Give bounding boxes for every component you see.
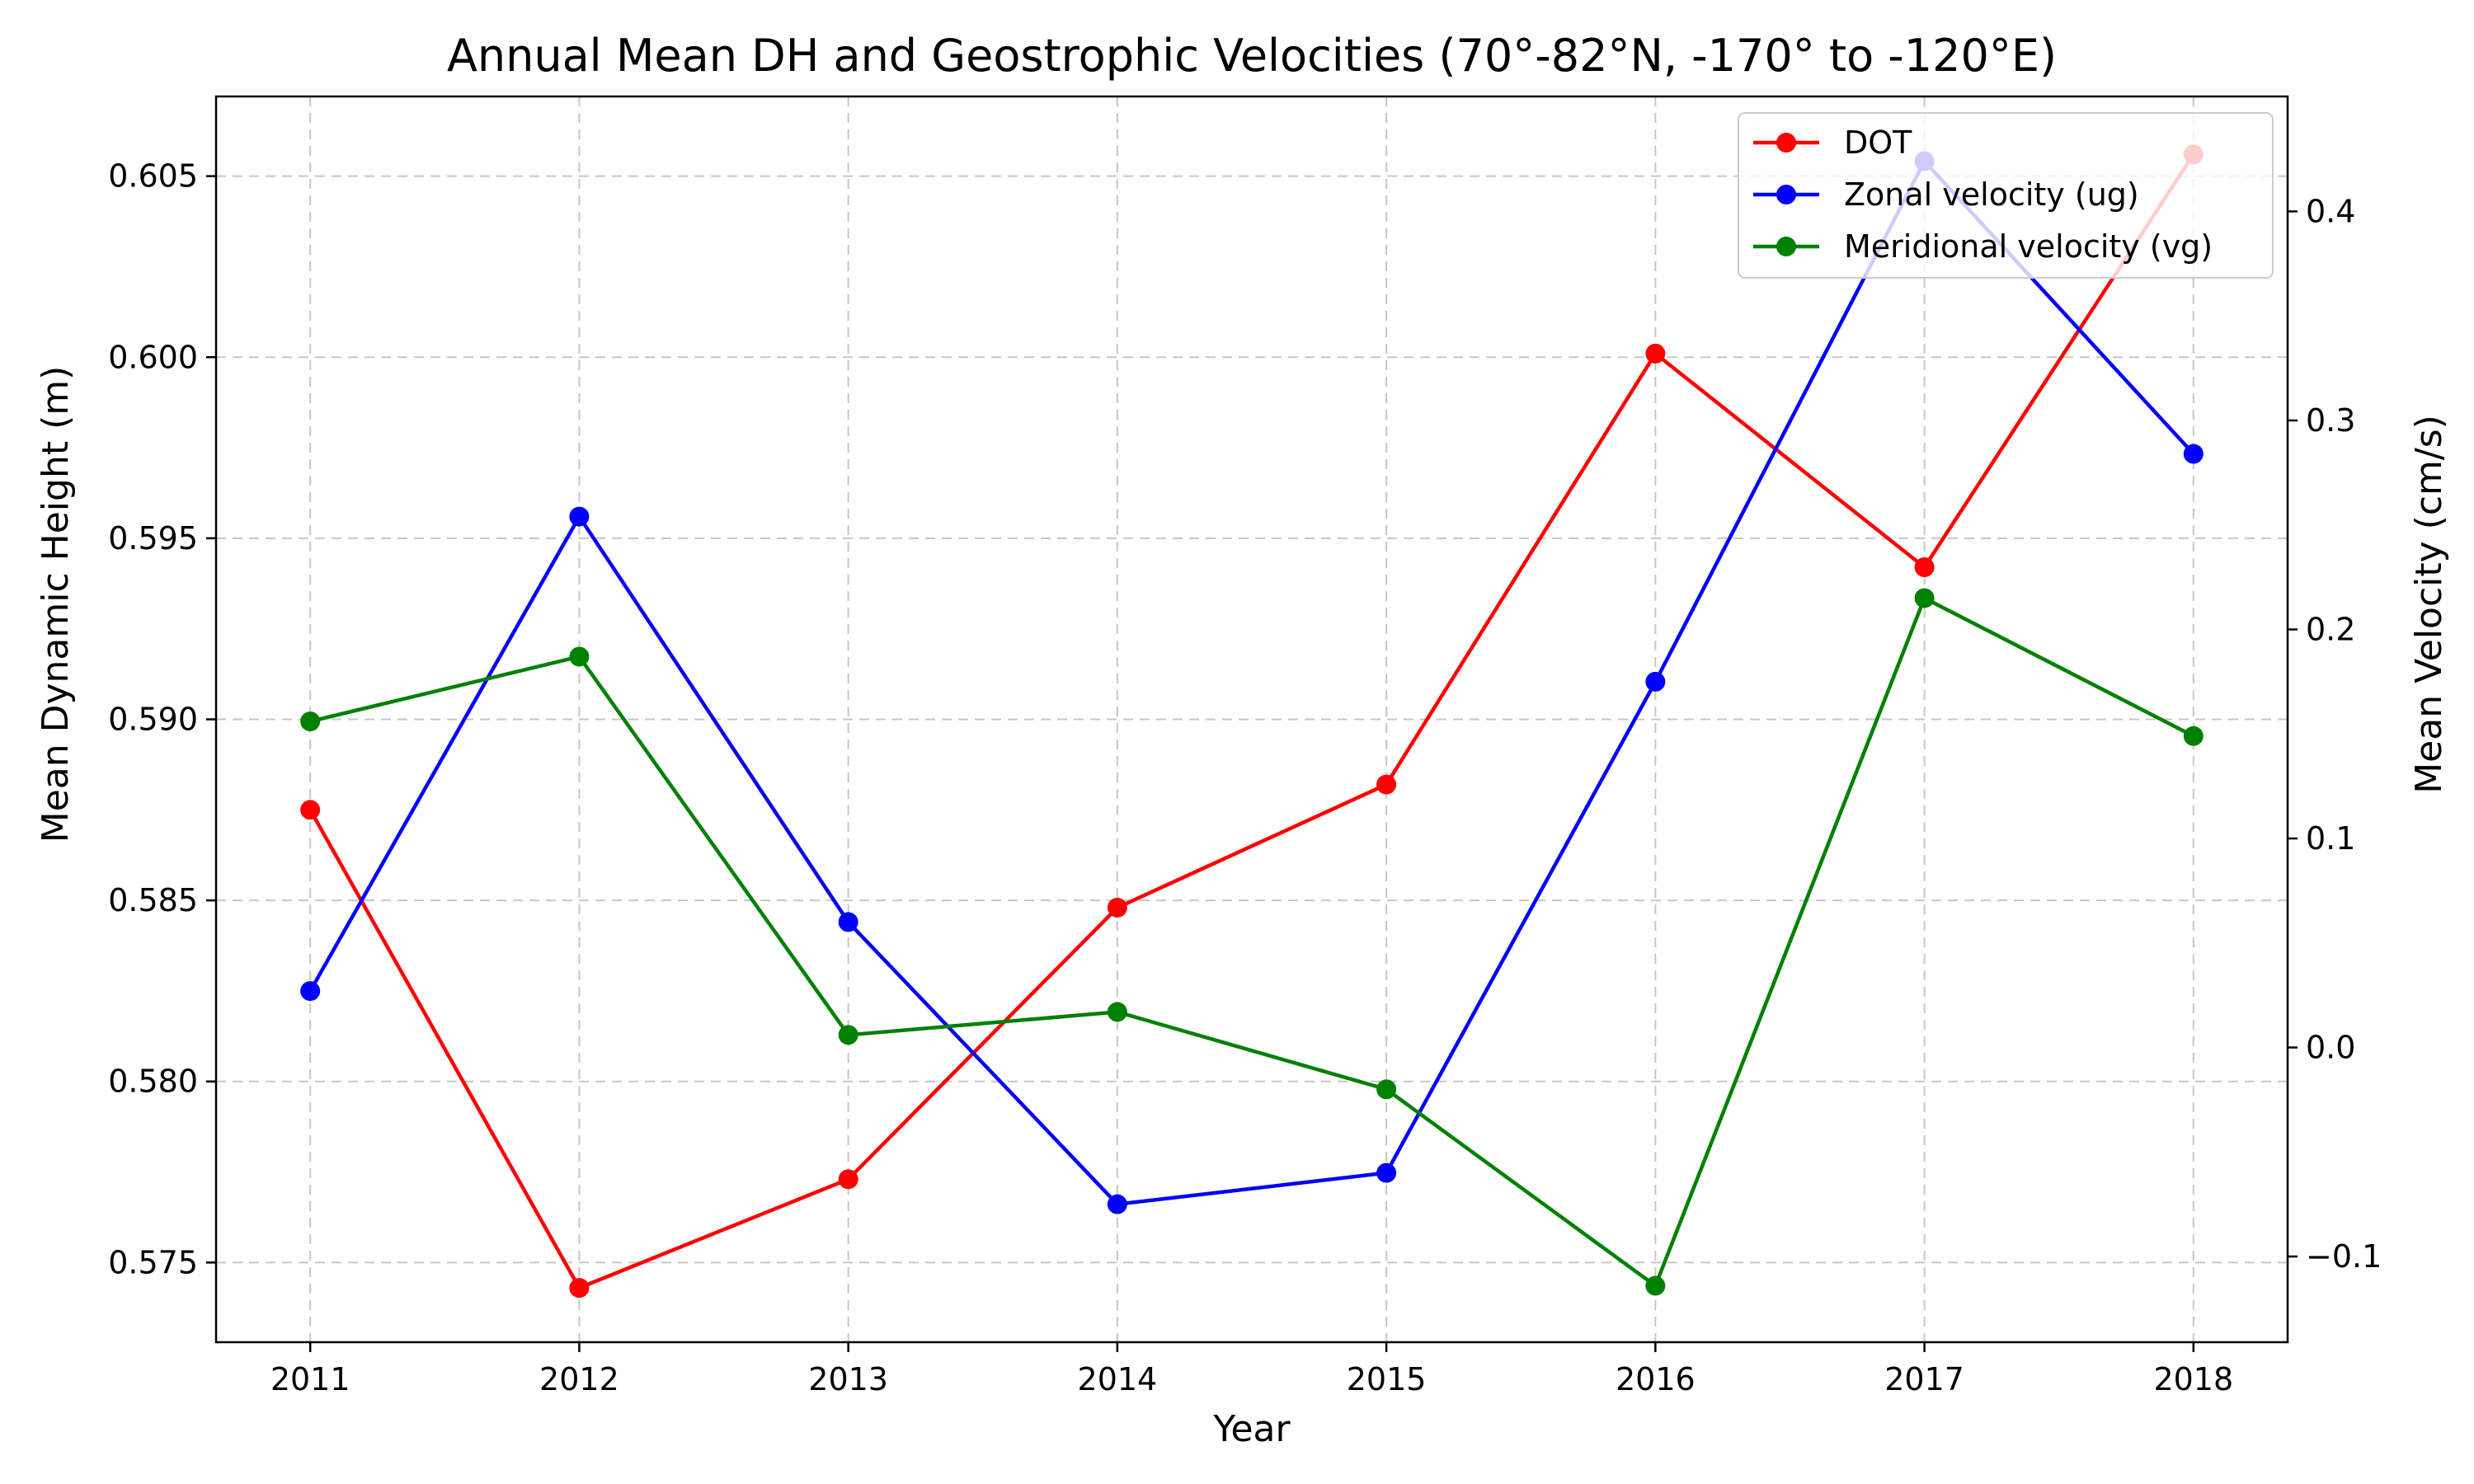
right-y-tick-label: −0.1 [2306,1238,2382,1275]
legend-label: Meridional velocity (vg) [1844,228,2213,265]
right-y-tick-label: 0.0 [2306,1030,2355,1066]
legend-label: DOT [1844,124,1912,161]
data-point-dot [1914,557,1935,578]
data-point-zonal-velocity-ug [1645,671,1666,692]
left-y-tick-label: 0.575 [108,1244,198,1280]
x-tick-label: 2016 [1616,1361,1696,1397]
legend-item: Meridional velocity (vg) [1753,228,2213,265]
axes: 2011 2012 2013 2014 2015 2016 2017 2018 0.575 0.5… [108,158,2382,1397]
right-y-tick-label: 0.2 [2306,611,2355,647]
data-point-dot [1645,343,1666,364]
legend-box [1738,112,2274,279]
data-point-meridional-velocity-vg [2183,726,2204,746]
series-layer [300,144,2204,1298]
left-y-tick-label: 0.590 [108,702,198,738]
data-point-meridional-velocity-vg [1645,1275,1666,1296]
grid [216,96,2288,1342]
data-point-zonal-velocity-ug [569,506,590,527]
data-point-zonal-velocity-ug [1107,1194,1127,1214]
data-point-meridional-velocity-vg [1376,1079,1397,1100]
legend-label: Zonal velocity (ug) [1844,176,2139,213]
left-y-tick-label: 0.600 [108,339,198,375]
x-axis-title: Year [1212,1408,1291,1450]
data-point-dot [838,1169,858,1190]
series-line-meridional-velocity-vg [309,596,2194,1288]
left-y-tick-label: 0.580 [108,1064,198,1100]
data-point-meridional-velocity-vg [569,646,590,667]
x-tick-label: 2018 [2153,1361,2233,1397]
series-line-dot [308,153,2195,1290]
data-point-meridional-velocity-vg [1914,588,1935,608]
data-point-meridional-velocity-vg [1107,1002,1127,1022]
data-point-zonal-velocity-ug [1376,1162,1397,1183]
left-y-axis-title: Mean Dynamic Height (m) [35,366,77,843]
right-y-tick-label: 0.4 [2306,193,2355,229]
data-point-dot [300,800,321,820]
left-y-tick-label: 0.595 [108,520,198,556]
x-tick-label: 2013 [808,1361,888,1397]
data-point-dot [1107,897,1127,918]
data-point-zonal-velocity-ug [838,912,858,932]
left-y-tick-label: 0.605 [108,158,198,195]
right-y-axis-title: Mean Velocity (cm/s) [2408,415,2450,794]
right-y-tick-label: 0.1 [2306,820,2355,857]
series-meridional-velocity-vg [300,588,2204,1296]
data-point-dot [569,1278,590,1298]
x-tick-label: 2017 [1884,1361,1964,1397]
data-point-meridional-velocity-vg [300,711,321,732]
legend: DOT Zonal velocity (ug) Meridional velocit… [1738,112,2274,279]
series-dot [300,144,2204,1298]
data-point-dot [1376,774,1397,795]
right-y-tick-label: 0.3 [2306,402,2355,439]
left-y-tick-label: 0.585 [108,882,198,918]
x-tick-label: 2011 [270,1361,350,1397]
chart-title: Annual Mean DH and Geostrophic Velocitie… [447,30,2057,82]
legend-marker-swatch [1776,237,1796,256]
legend-item: Zonal velocity (ug) [1753,176,2139,213]
x-tick-label: 2014 [1078,1361,1158,1397]
x-tick-label: 2015 [1347,1361,1427,1397]
data-point-meridional-velocity-vg [838,1025,858,1045]
x-tick-label: 2012 [539,1361,619,1397]
legend-item: DOT [1753,124,1912,161]
legend-marker-swatch [1776,133,1796,153]
data-point-zonal-velocity-ug [2183,444,2204,464]
data-point-zonal-velocity-ug [300,981,321,1002]
legend-marker-swatch [1776,185,1796,204]
